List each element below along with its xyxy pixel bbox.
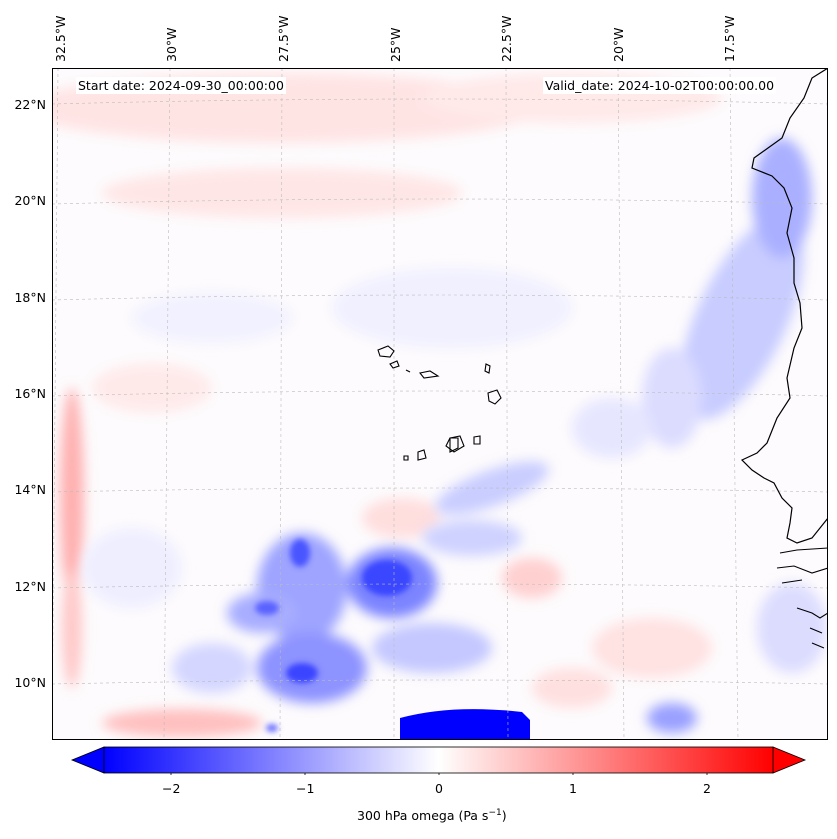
- colorbar-low-extend: [70, 746, 105, 774]
- lon-label-17-5: 17.5°W: [722, 15, 737, 62]
- colorbar-tick-0: 0: [435, 781, 443, 796]
- colorbar-gradient: [103, 746, 774, 774]
- lon-label-20: 20°W: [611, 27, 626, 62]
- gridlines: [52, 68, 828, 740]
- colorbar-tick-neg2: −2: [162, 781, 181, 796]
- coastline: [740, 68, 828, 544]
- lon-label-32-5: 32.5°W: [53, 15, 68, 62]
- lon-label-25: 25°W: [388, 27, 403, 62]
- lat-label-16: 16°N: [14, 386, 46, 401]
- coastline-south: [776, 547, 828, 649]
- cape-verde-islands: [377, 345, 502, 461]
- colorbar-ticks: [170, 773, 708, 775]
- strong-omega-cores: [255, 539, 412, 732]
- lon-label-30: 30°W: [164, 27, 179, 62]
- colorbar-tick-neg1: −1: [296, 781, 315, 796]
- colorbar-label-text: 300 hPa omega (Pa s: [357, 808, 489, 824]
- omega-map: [52, 68, 828, 740]
- lat-label-10: 10°N: [14, 675, 46, 690]
- colorbar-tick-2: 2: [703, 781, 711, 796]
- lat-label-22: 22°N: [14, 97, 46, 112]
- omega-field: [52, 68, 828, 740]
- colorbar-label: 300 hPa omega (Pa s−1): [357, 808, 507, 823]
- colorbar: [70, 746, 807, 775]
- lat-label-18: 18°N: [14, 290, 46, 305]
- colorbar-tick-1: 1: [569, 781, 577, 796]
- lat-label-12: 12°N: [14, 579, 46, 594]
- colorbar-high-extend: [772, 746, 807, 774]
- colorbar-label-exponent: −1: [488, 808, 502, 818]
- start-date-label: Start date: 2024-09-30_00:00:00: [76, 77, 286, 94]
- lat-label-20: 20°N: [14, 193, 46, 208]
- colorbar-label-end: ): [501, 808, 507, 824]
- lon-label-27-5: 27.5°W: [276, 15, 291, 62]
- strong-ascent-patch: [400, 709, 530, 740]
- valid-date-label: Valid_date: 2024-10-02T00:00:00.00: [543, 77, 777, 94]
- lat-label-14: 14°N: [14, 482, 46, 497]
- lon-label-22-5: 22.5°W: [499, 15, 514, 62]
